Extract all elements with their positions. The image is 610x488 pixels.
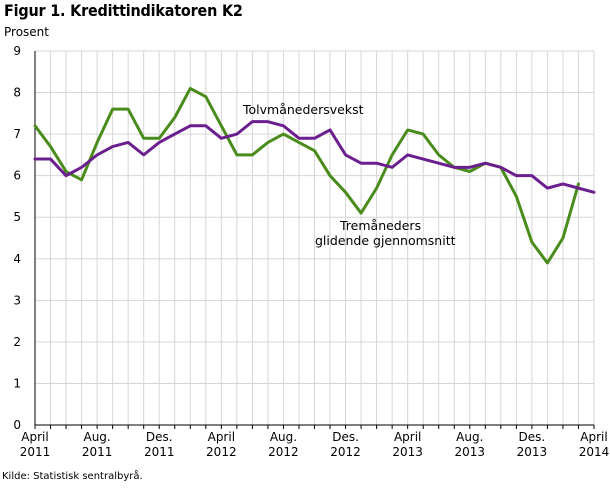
series-layer <box>33 86 596 265</box>
axes <box>34 51 595 429</box>
x-tick-label: Aug. 2013 <box>455 430 486 459</box>
y-tick-label: 6 <box>13 169 21 183</box>
y-tick-label: 1 <box>13 376 21 390</box>
y-axis-label: Prosent <box>4 25 49 39</box>
y-tick-labels: 0 1 2 3 4 5 6 7 8 9 <box>13 44 21 432</box>
y-tick-label: 9 <box>13 44 21 58</box>
annotation-tremaneders-line2: glidende gjennomsnitt <box>315 233 456 248</box>
y-tick-label: 0 <box>13 418 21 432</box>
x-tick-label: Aug. 2011 <box>82 430 113 459</box>
x-tick-labels: April 2011 Aug. 2011 Des. 2011 April 2012 Aug. 20… <box>20 430 610 459</box>
y-tick-label: 3 <box>13 293 21 307</box>
chart-title: Figur 1. Kredittindikatoren K2 <box>4 1 243 20</box>
x-tick-label: April 2013 <box>392 430 423 459</box>
x-tick-label: Des. 2013 <box>517 430 548 459</box>
x-tick-label: Des. 2012 <box>330 430 361 459</box>
annotation-tolvmanedersvekst: Tolvmånedersvekst <box>242 102 364 117</box>
y-tick-label: 8 <box>13 86 21 100</box>
y-tick-label: 4 <box>13 252 21 266</box>
y-tick-label: 2 <box>13 335 21 349</box>
x-tick-label: Aug. 2012 <box>268 430 299 459</box>
x-tick-label: April 2014 <box>579 430 610 459</box>
y-tick-label: 7 <box>13 127 21 141</box>
x-tick-label: April 2011 <box>20 430 51 459</box>
y-tick-label: 5 <box>13 210 21 224</box>
annotation-tremaneders-line1: Tremåneders <box>339 218 421 233</box>
x-tick-label: Des. 2011 <box>144 430 175 459</box>
x-tick-label: April 2012 <box>206 430 237 459</box>
source-note: Kilde: Statistisk sentralbyrå. <box>2 471 143 482</box>
series-line-tolvmanedersvekst <box>33 120 596 194</box>
